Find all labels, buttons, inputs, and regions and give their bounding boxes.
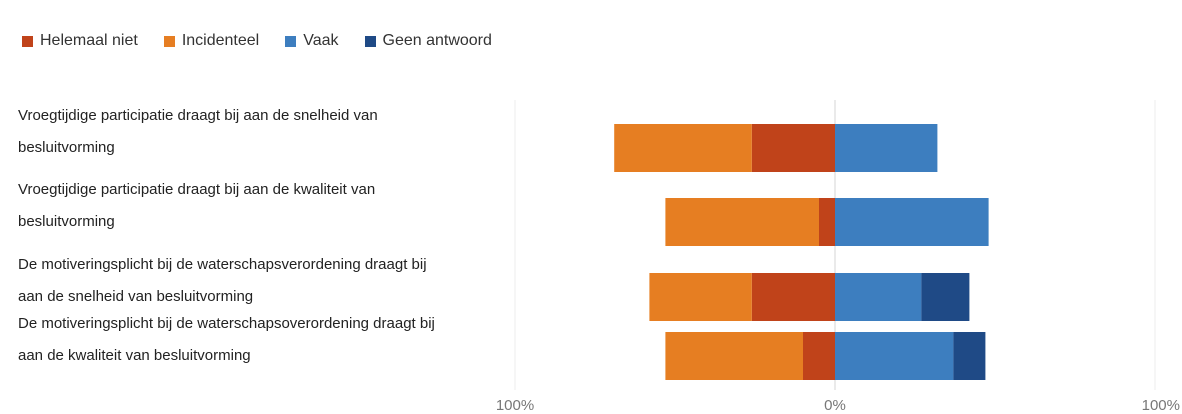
tick-label: 100% [496, 397, 534, 414]
row-label: Vroegtijdige participatie draagt bij aan… [18, 181, 375, 198]
legend-item: Helemaal niet [22, 32, 138, 50]
bar-segment [953, 332, 986, 380]
bar-segment [819, 198, 835, 246]
legend-item: Vaak [285, 32, 339, 50]
bar-segment [921, 273, 970, 321]
bar-segment [614, 124, 752, 172]
bar-segment [751, 124, 835, 172]
legend-label: Vaak [303, 32, 339, 49]
legend-swatch [285, 35, 297, 47]
row-label: besluitvorming [18, 213, 115, 230]
legend-label: Helemaal niet [40, 32, 138, 49]
bar-segment [665, 332, 803, 380]
legend-swatch [22, 35, 33, 47]
row-label: Vroegtijdige participatie draagt bij aan… [18, 107, 378, 124]
bar-segment [803, 332, 835, 380]
bar-segment [835, 198, 989, 246]
row-label: aan de kwaliteit van besluitvorming [18, 347, 251, 364]
legend-item: Geen antwoord [364, 32, 492, 50]
bar-segment [649, 273, 752, 321]
bar-segment [751, 273, 835, 321]
row-label: besluitvorming [18, 139, 115, 156]
tick-label: 100% [1142, 397, 1180, 414]
bar-segment [835, 273, 922, 321]
row-label: De motiveringsplicht bij de waterschapso… [18, 315, 435, 332]
bar-segment [835, 332, 954, 380]
legend-swatch [364, 35, 376, 47]
legend-item: Incidenteel [163, 32, 260, 50]
row-label: De motiveringsplicht bij de waterschapsv… [18, 256, 427, 273]
bar-segment [835, 124, 938, 172]
legend: Helemaal niet Incidenteel Vaak Geen antwoor… [22, 32, 518, 50]
legend-swatch [163, 35, 175, 47]
row-label: aan de snelheid van besluitvorming [18, 288, 253, 305]
bar-segment [665, 198, 819, 246]
legend-label: Geen antwoord [382, 32, 492, 49]
legend-label: Incidenteel [181, 32, 260, 49]
tick-label: 0% [824, 397, 846, 414]
